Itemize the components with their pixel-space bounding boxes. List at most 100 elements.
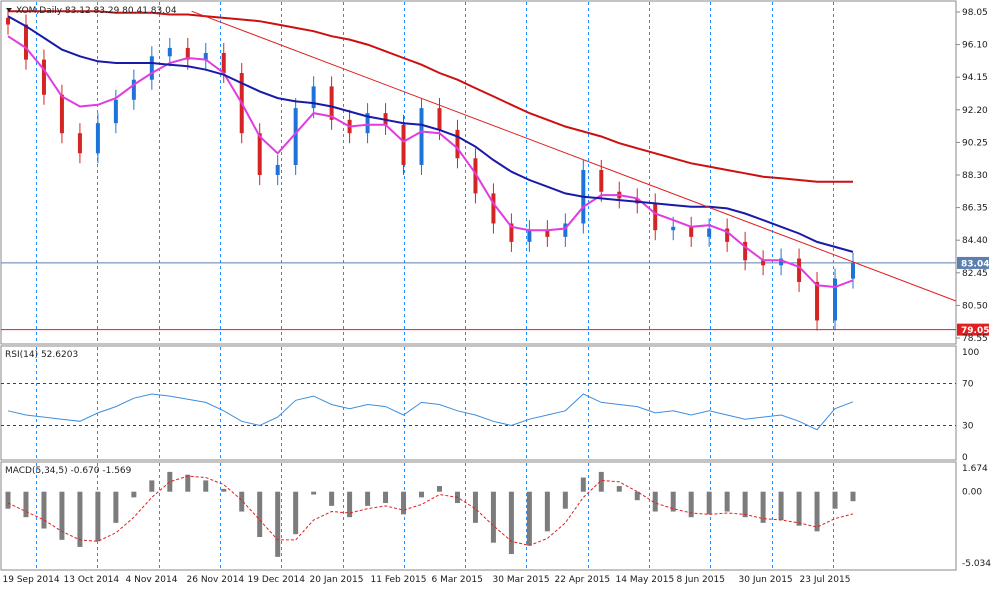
macd-histogram-bar bbox=[221, 488, 227, 492]
x-axis-label: 23 Jul 2015 bbox=[800, 575, 851, 585]
candle-body bbox=[419, 108, 424, 165]
y-axis-label: 78.55 bbox=[962, 334, 988, 344]
candle-body bbox=[599, 169, 604, 192]
y-axis-labels: 98.05 96.10 94.15 92.20 90.25 88.30 86.35 84.40… bbox=[956, 8, 991, 569]
macd-histogram-bar bbox=[77, 491, 83, 547]
x-axis-label: 20 Jan 2015 bbox=[310, 575, 364, 585]
macd-histogram-bar bbox=[95, 491, 101, 542]
macd-histogram-bar bbox=[724, 491, 730, 512]
candle-body bbox=[761, 260, 766, 266]
macd-histogram-bar bbox=[419, 491, 425, 498]
y-axis-label: 80.50 bbox=[962, 301, 988, 311]
moving-average-line bbox=[7, 15, 854, 253]
candle-body bbox=[653, 203, 658, 231]
x-axis-label: 6 Mar 2015 bbox=[432, 575, 483, 585]
y-axis-label: 94.15 bbox=[962, 73, 988, 83]
macd-histogram-bar bbox=[436, 486, 442, 492]
macd-axis-label: 0.00 bbox=[962, 488, 982, 498]
macd-histogram-bar bbox=[41, 491, 47, 529]
moving-average-line bbox=[8, 10, 853, 183]
x-axis-label: 19 Sep 2014 bbox=[3, 575, 60, 585]
macd-histogram-bar bbox=[634, 491, 640, 501]
candle-body bbox=[509, 223, 514, 242]
main-panel-frame bbox=[0, 0, 957, 345]
macd-histogram-bar bbox=[652, 491, 658, 512]
macd-histogram-bar bbox=[670, 491, 676, 512]
macd-layer bbox=[5, 471, 856, 557]
main-panel-title: XOM,Daily 83.12 83.29 80.41 83.04 bbox=[16, 6, 177, 16]
candle-body bbox=[797, 258, 802, 282]
candle-body bbox=[455, 129, 460, 159]
macd-histogram-bar bbox=[616, 486, 622, 492]
y-axis-label: 96.10 bbox=[962, 41, 988, 51]
candle-body bbox=[437, 108, 442, 130]
macd-histogram-bar bbox=[293, 491, 299, 535]
macd-histogram-bar bbox=[275, 491, 281, 557]
candle-body bbox=[6, 17, 10, 25]
macd-axis-label: -5.034 bbox=[962, 559, 991, 569]
macd-histogram-bar bbox=[796, 491, 802, 526]
y-axis-label: 88.30 bbox=[962, 171, 988, 181]
macd-histogram-bar bbox=[742, 491, 748, 518]
candle-body bbox=[473, 158, 478, 194]
macd-histogram-bar bbox=[760, 491, 766, 523]
rsi-line bbox=[7, 393, 854, 431]
macd-histogram-bar bbox=[239, 491, 245, 512]
macd-histogram-bar bbox=[131, 491, 137, 498]
x-axis-label: 4 Nov 2014 bbox=[126, 575, 178, 585]
macd-histogram-bar bbox=[490, 491, 496, 543]
triangle-down-icon[interactable] bbox=[6, 8, 12, 12]
macd-histogram-bar bbox=[580, 477, 586, 492]
candle-body bbox=[41, 59, 46, 95]
macd-histogram-bar bbox=[562, 491, 568, 509]
x-axis-label: 14 May 2015 bbox=[616, 575, 675, 585]
macd-histogram-bar bbox=[598, 471, 604, 492]
macd-histogram-bar bbox=[688, 491, 694, 518]
x-axis-label: 30 Mar 2015 bbox=[493, 575, 550, 585]
candle-body bbox=[365, 113, 370, 134]
macd-histogram-bar bbox=[850, 491, 856, 502]
candle-body bbox=[671, 226, 676, 231]
candle-body bbox=[293, 108, 298, 165]
candle-body bbox=[689, 226, 694, 237]
candle-body bbox=[725, 228, 730, 242]
candle-body bbox=[59, 94, 64, 134]
macd-histogram-bar bbox=[832, 491, 838, 509]
macd-histogram-bar bbox=[113, 491, 119, 523]
main-series-layer: 83.04 79.05 bbox=[1, 7, 989, 336]
candle-body bbox=[311, 86, 316, 109]
candle-body bbox=[23, 24, 28, 60]
x-axis-label: 22 Apr 2015 bbox=[555, 575, 611, 585]
macd-histogram-bar bbox=[23, 491, 29, 518]
rsi-axis-label: 0 bbox=[962, 453, 968, 463]
macd-histogram-bar bbox=[508, 491, 514, 555]
rsi-panel-frame bbox=[0, 345, 957, 461]
candle-body bbox=[401, 124, 406, 165]
macd-axis-label: 1.674 bbox=[962, 464, 988, 474]
macd-histogram-bar bbox=[329, 491, 335, 506]
candle-body bbox=[851, 262, 855, 279]
candle-body bbox=[743, 241, 748, 261]
y-axis-label: 92.20 bbox=[962, 106, 988, 116]
candle-body bbox=[815, 281, 820, 321]
candle-body bbox=[545, 230, 550, 237]
macd-histogram-bar bbox=[59, 491, 65, 540]
macd-histogram-bar bbox=[472, 491, 478, 523]
macd-panel-title: MACD(5,34,5) -0.670 -1.569 bbox=[5, 466, 132, 476]
macd-histogram-bar bbox=[383, 491, 389, 504]
macd-histogram-bar bbox=[401, 491, 407, 515]
candle-body bbox=[77, 133, 82, 154]
y-axis-label: 82.45 bbox=[962, 269, 988, 279]
x-axis-label: 11 Feb 2015 bbox=[371, 575, 427, 585]
macd-histogram-bar bbox=[544, 491, 550, 532]
macd-histogram-bar bbox=[814, 491, 820, 532]
candle-body bbox=[203, 52, 208, 60]
macd-histogram-bar bbox=[167, 471, 173, 492]
y-axis-label: 90.25 bbox=[962, 138, 988, 148]
candle-body bbox=[527, 230, 532, 242]
candle-body bbox=[221, 52, 226, 74]
macd-panel-frame bbox=[0, 461, 957, 571]
candle-body bbox=[257, 133, 262, 175]
candle-body bbox=[329, 86, 334, 120]
